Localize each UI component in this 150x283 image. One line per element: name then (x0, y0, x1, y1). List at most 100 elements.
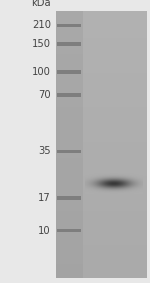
Bar (56, 213, 147, 217)
Bar (56, 123, 147, 126)
Bar (56, 102, 147, 105)
Bar (56, 131, 147, 134)
Bar (56, 131, 82, 134)
Bar (56, 205, 82, 209)
Bar (56, 232, 82, 235)
Bar (56, 173, 82, 177)
Bar (56, 51, 147, 54)
Bar (56, 57, 82, 60)
Bar (56, 19, 147, 23)
Bar (56, 256, 147, 259)
Bar (56, 144, 82, 147)
Bar (56, 179, 147, 182)
Bar (56, 115, 147, 118)
Bar (56, 211, 82, 214)
Bar (56, 67, 147, 70)
Bar (56, 118, 82, 121)
Bar (57, 93, 81, 97)
Bar (56, 112, 147, 116)
Bar (57, 23, 81, 27)
Bar (56, 158, 82, 161)
Bar (56, 75, 82, 78)
Bar (56, 222, 147, 225)
Bar (56, 17, 147, 20)
Bar (56, 91, 147, 94)
Bar (56, 14, 82, 17)
Bar (56, 227, 147, 230)
Bar (56, 216, 147, 219)
Bar (56, 25, 147, 28)
Bar (56, 118, 147, 121)
Bar (56, 110, 147, 113)
Bar (56, 17, 82, 20)
Bar (56, 80, 147, 84)
Bar (56, 83, 82, 86)
Bar (56, 253, 147, 257)
Bar (56, 75, 147, 78)
Bar (56, 104, 82, 108)
Bar (56, 89, 82, 92)
Bar (56, 62, 147, 65)
Bar (56, 269, 147, 273)
Bar (56, 38, 82, 41)
Bar (56, 35, 82, 38)
Bar (56, 134, 82, 137)
Bar (56, 219, 82, 222)
Bar (56, 198, 82, 201)
Bar (56, 261, 147, 265)
Bar (56, 27, 82, 31)
Bar (56, 245, 147, 249)
Bar (56, 251, 147, 254)
Bar (56, 120, 147, 124)
Bar (56, 224, 147, 227)
Bar (56, 198, 147, 201)
Bar (56, 237, 82, 241)
Bar (56, 166, 147, 169)
Bar (56, 65, 147, 68)
Bar (56, 163, 147, 166)
Bar (56, 176, 147, 179)
Bar (56, 144, 147, 147)
Bar (56, 46, 82, 49)
Bar (56, 147, 82, 150)
Bar (56, 251, 82, 254)
Bar (56, 62, 82, 65)
Bar (56, 59, 82, 63)
Bar (56, 150, 82, 153)
Bar (56, 86, 147, 89)
Bar (56, 182, 147, 185)
Bar (56, 43, 82, 46)
Bar (56, 187, 147, 190)
Bar (56, 173, 147, 177)
Bar (56, 259, 147, 262)
Bar (56, 269, 82, 273)
Bar (56, 99, 82, 102)
Bar (56, 49, 82, 52)
Bar (56, 59, 147, 63)
Bar (56, 232, 147, 235)
Bar (56, 190, 82, 193)
Bar (56, 195, 147, 198)
Bar (56, 182, 82, 185)
Text: 10: 10 (38, 226, 51, 236)
Bar (56, 261, 82, 265)
Bar (56, 128, 82, 132)
Bar (56, 139, 147, 142)
Bar (56, 51, 82, 54)
Bar (56, 99, 147, 102)
Bar (56, 163, 82, 166)
Bar (56, 235, 147, 238)
Bar (56, 57, 147, 60)
Bar (56, 72, 82, 76)
Bar (56, 147, 147, 150)
Bar (57, 196, 81, 200)
Bar (56, 224, 82, 227)
Bar (56, 230, 82, 233)
Bar (56, 30, 147, 33)
Bar (57, 229, 81, 233)
Bar (57, 150, 81, 153)
Bar (56, 86, 82, 89)
Bar (56, 97, 147, 100)
Bar (56, 264, 82, 267)
Bar (56, 160, 147, 164)
